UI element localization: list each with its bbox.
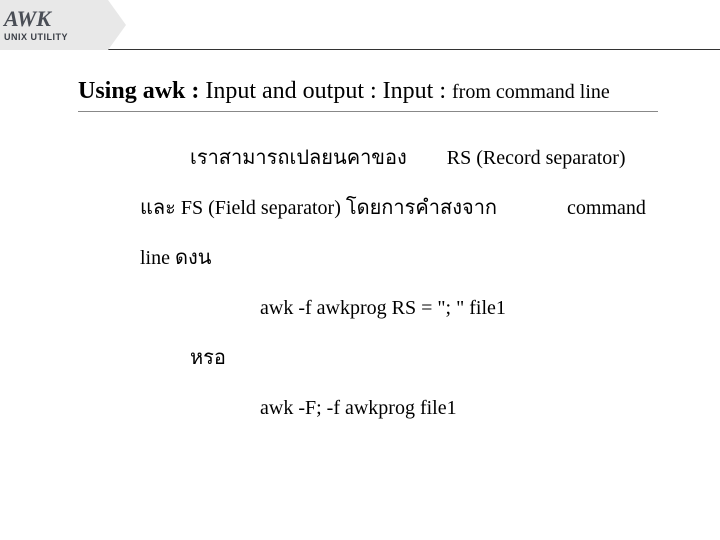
body-line-2: และ FS (Field separator) โดยการคำสงจาก co… bbox=[140, 192, 660, 224]
body-line-3: line ดงน bbox=[140, 242, 660, 274]
line1-right: RS (Record separator) bbox=[447, 147, 626, 169]
title-bold: Using awk : bbox=[78, 78, 205, 104]
header-bar: AWK UNIX UTILITY bbox=[0, 0, 720, 50]
logo-sub-text: UNIX UTILITY bbox=[4, 32, 108, 42]
command-2: awk -F; -f awkprog file1 bbox=[140, 392, 660, 424]
body-line-1: เราสามารถเปลยนคาของ RS (Record separator) bbox=[140, 142, 660, 174]
line2-left: และ FS (Field separator) โดยการคำสงจาก bbox=[140, 197, 497, 219]
slide-title: Using awk : Input and output : Input : f… bbox=[78, 78, 658, 112]
logo-main-text: AWK bbox=[4, 8, 108, 30]
command-1: awk -f awkprog RS = "; " file1 bbox=[140, 292, 660, 324]
line2-right: command bbox=[567, 197, 646, 219]
title-mid: Input and output : Input : bbox=[205, 78, 452, 104]
or-word: หรอ bbox=[140, 342, 660, 374]
logo-arrow-icon bbox=[108, 0, 126, 50]
title-tail: from command line bbox=[452, 81, 610, 103]
line1-left: เราสามารถเปลยนคาของ bbox=[190, 147, 407, 169]
logo-block: AWK UNIX UTILITY bbox=[0, 0, 108, 50]
slide-body: เราสามารถเปลยนคาของ RS (Record separator)… bbox=[140, 142, 660, 424]
